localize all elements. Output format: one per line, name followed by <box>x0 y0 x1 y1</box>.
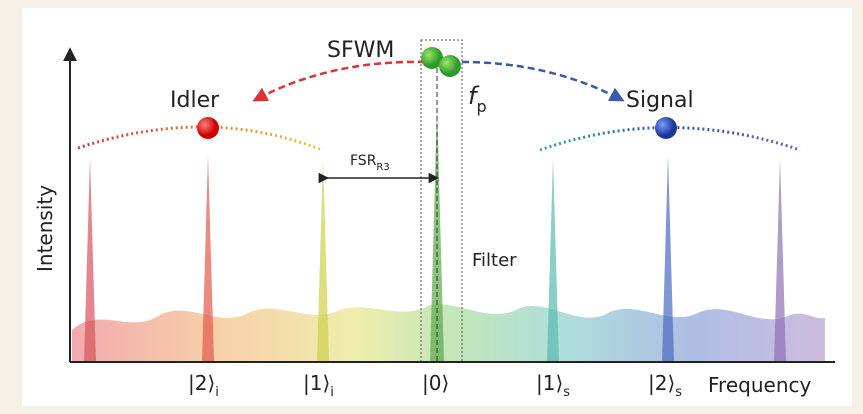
state-label: |2⟩s <box>648 371 682 400</box>
signal-label: Signal <box>626 88 694 113</box>
idler-label: Idler <box>170 88 220 113</box>
label-part: i <box>330 385 334 400</box>
state-labels: |2⟩i |1⟩i |0⟩ |1⟩s |2⟩s <box>188 371 682 400</box>
process-label: SFWM <box>327 38 394 63</box>
fsr-label: FSRR3 <box>350 153 390 173</box>
label-part: s <box>675 385 682 400</box>
y-axis-label: Intensity <box>33 185 57 272</box>
pump-peak <box>430 105 444 362</box>
label-part: FSR <box>350 153 377 169</box>
peaks <box>84 105 786 362</box>
peak <box>317 158 329 362</box>
state-label: |2⟩i <box>188 371 219 400</box>
filter-label: Filter <box>472 250 517 271</box>
label-part: |1⟩ <box>303 371 330 395</box>
signal-photon <box>655 117 677 139</box>
x-axis-label: Frequency <box>708 373 811 397</box>
state-label: |1⟩s <box>536 371 570 400</box>
label-part: s <box>563 385 570 400</box>
label-part: |2⟩ <box>188 371 215 395</box>
peak <box>774 158 786 362</box>
label-part: |2⟩ <box>648 371 675 395</box>
pump-photon <box>439 55 461 77</box>
state-label: |1⟩i <box>303 371 334 400</box>
label-part: |0⟩ <box>422 371 449 395</box>
idler-photon <box>197 117 219 139</box>
label-part: R3 <box>376 162 389 173</box>
signal-arrow <box>461 60 625 102</box>
state-label: |0⟩ <box>422 371 449 395</box>
pump-photon <box>421 47 443 69</box>
label-part: p <box>476 97 486 116</box>
peak <box>547 158 559 362</box>
label-part: |1⟩ <box>536 371 563 395</box>
spectrum-floor <box>72 304 825 362</box>
peak <box>202 155 214 362</box>
peak <box>662 155 674 362</box>
label-part: i <box>215 385 219 400</box>
filter-box <box>420 39 463 363</box>
peak <box>84 158 96 362</box>
idler-arrow <box>252 60 426 102</box>
